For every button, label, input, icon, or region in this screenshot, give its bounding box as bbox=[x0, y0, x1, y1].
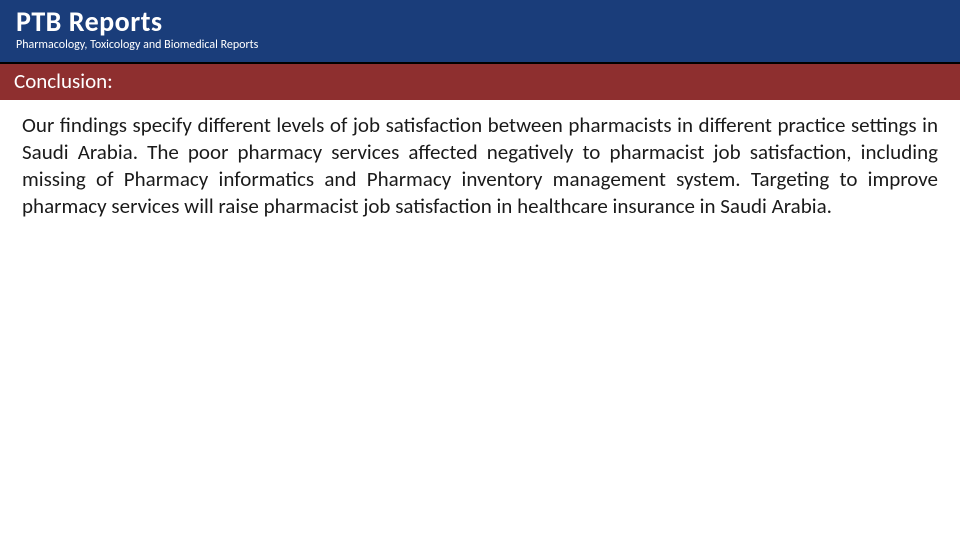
body-area: Our findings specify different levels of… bbox=[0, 100, 960, 220]
brand-title: PTB Reports bbox=[16, 8, 944, 36]
section-heading-band: Conclusion: bbox=[0, 64, 960, 100]
section-heading-label: Conclusion: bbox=[14, 68, 113, 94]
journal-header-band: PTB Reports Pharmacology, Toxicology and… bbox=[0, 0, 960, 62]
brand-subtitle: Pharmacology, Toxicology and Biomedical … bbox=[16, 38, 944, 52]
conclusion-paragraph: Our findings specify different levels of… bbox=[22, 112, 938, 220]
